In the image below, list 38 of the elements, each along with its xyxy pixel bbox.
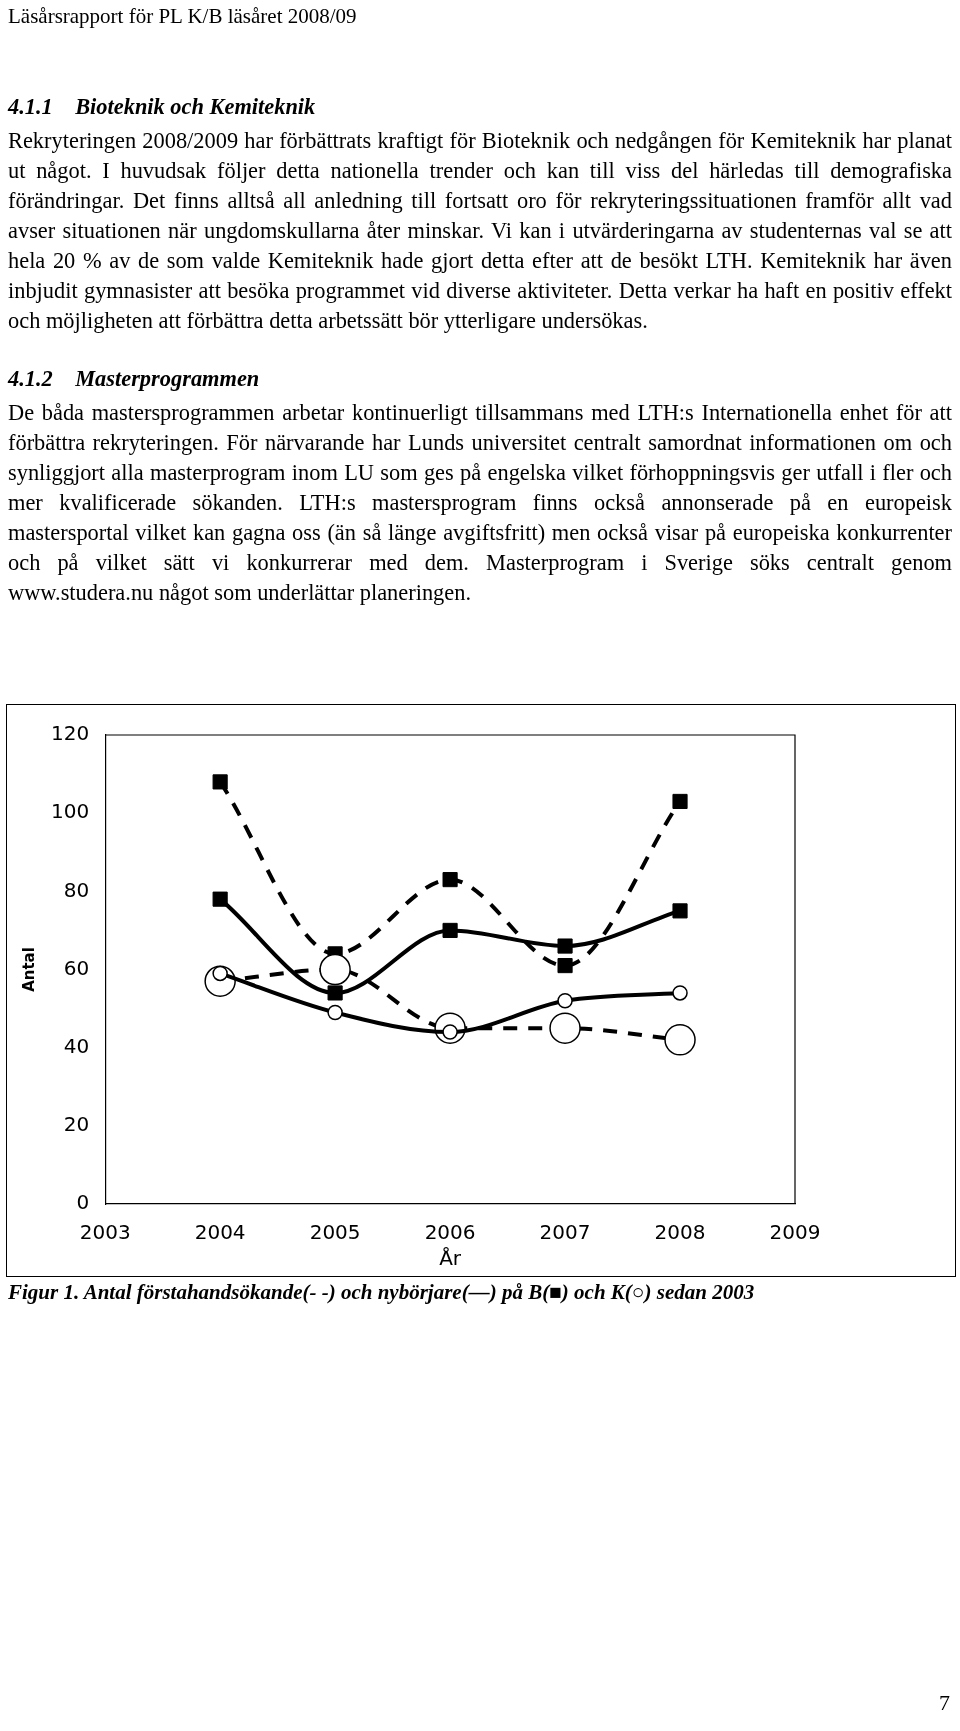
text: 4.1.1 Bioteknik och Kemiteknik (8, 93, 317, 121)
point (549, 1012, 581, 1044)
y-tick-label: 0 (76, 1190, 90, 1215)
text: Figur 1. Antal förstahandsökande(- -) och nybörjare(—) på B(■) och K(○) sedan 2003 (8, 1280, 755, 1305)
point (664, 1024, 696, 1056)
y-tick-label: 20 (63, 1112, 90, 1137)
y-tick-label: 60 (63, 955, 90, 980)
text: 7 (939, 1690, 950, 1716)
point (672, 903, 688, 919)
point (557, 958, 573, 974)
text: Rekryteringen 2008/2009 har förbättrats kraftigt för Bioteknik och nedgången för Kemiteknik har planat ut något. I huvudsak följer detta nationella trender och kan till viss del härledas till demografiska förändringar. Det finns alltså all anledning till fortsatt oro för rekryteringssituationen framför allt vad avser situationen när ungdomskullarna åter minskar. Vi kan i utvärderingarna av studenternas val se att hela 20 % av de som valde Kemiteknik hade gjort detta efter att de besökt LTH. Kemiteknik har även inbjudit gymnasister att besöka programmet vid diverse aktiviteter. Detta verkar ha haft en positiv effekt och möjligheten att förbättra detta arbetssätt bör ytterligare undersökas. (8, 127, 952, 335)
text: De båda mastersprogrammen arbetar kontinuerligt tillsammans med LTH:s Internationella enhet för att förbättra rekryteringen. För närvarande har Lunds universitet centralt samordnat informationen om och synliggjort alla masterprogram inom LU som ges på engelska vilket förhoppningsvis ger utfall i fler och mer kvalificerade sökanden. LTH:s mastersprogram finns också annonserade på en europeisk mastersportal vilket kan gagna oss (än så länge avgiftsfritt) men också visar på europeiska konkurrenter och på vilket sätt vi konkurrerar med dem. Masterprogram i Sverige söks centralt genom www.studera.nu något som underlättar planeringen. (8, 399, 952, 607)
x-tick-label: 2003 (79, 1220, 131, 1245)
point (442, 872, 458, 888)
point (442, 922, 458, 938)
point (672, 985, 688, 1001)
chart-title: Läsårsrapport för PL K/B läsåret 2008/09 (8, 4, 357, 29)
y-tick-label: 100 (50, 799, 90, 824)
x-tick-label: 2005 (309, 1220, 361, 1245)
x-tick-label: 2007 (539, 1220, 591, 1245)
point (212, 774, 228, 790)
point (557, 993, 573, 1009)
y-tick-label: 120 (50, 721, 90, 746)
y-tick-label: 80 (63, 877, 90, 902)
x-tick-label: 2009 (769, 1220, 821, 1245)
point (672, 793, 688, 810)
point (327, 1004, 343, 1021)
y-tick-label: 40 (63, 1033, 90, 1058)
text: 4.1.2 Masterprogrammen (8, 365, 261, 393)
x-tick-label: 2004 (194, 1220, 246, 1245)
y-axis-title: Antal (19, 947, 38, 992)
x-axis-title: År (439, 1246, 462, 1271)
point (212, 891, 228, 907)
x-tick-label: 2008 (654, 1220, 706, 1245)
point (319, 953, 351, 986)
point (557, 938, 573, 954)
x-tick-label: 2006 (424, 1220, 476, 1245)
point (327, 985, 343, 1001)
